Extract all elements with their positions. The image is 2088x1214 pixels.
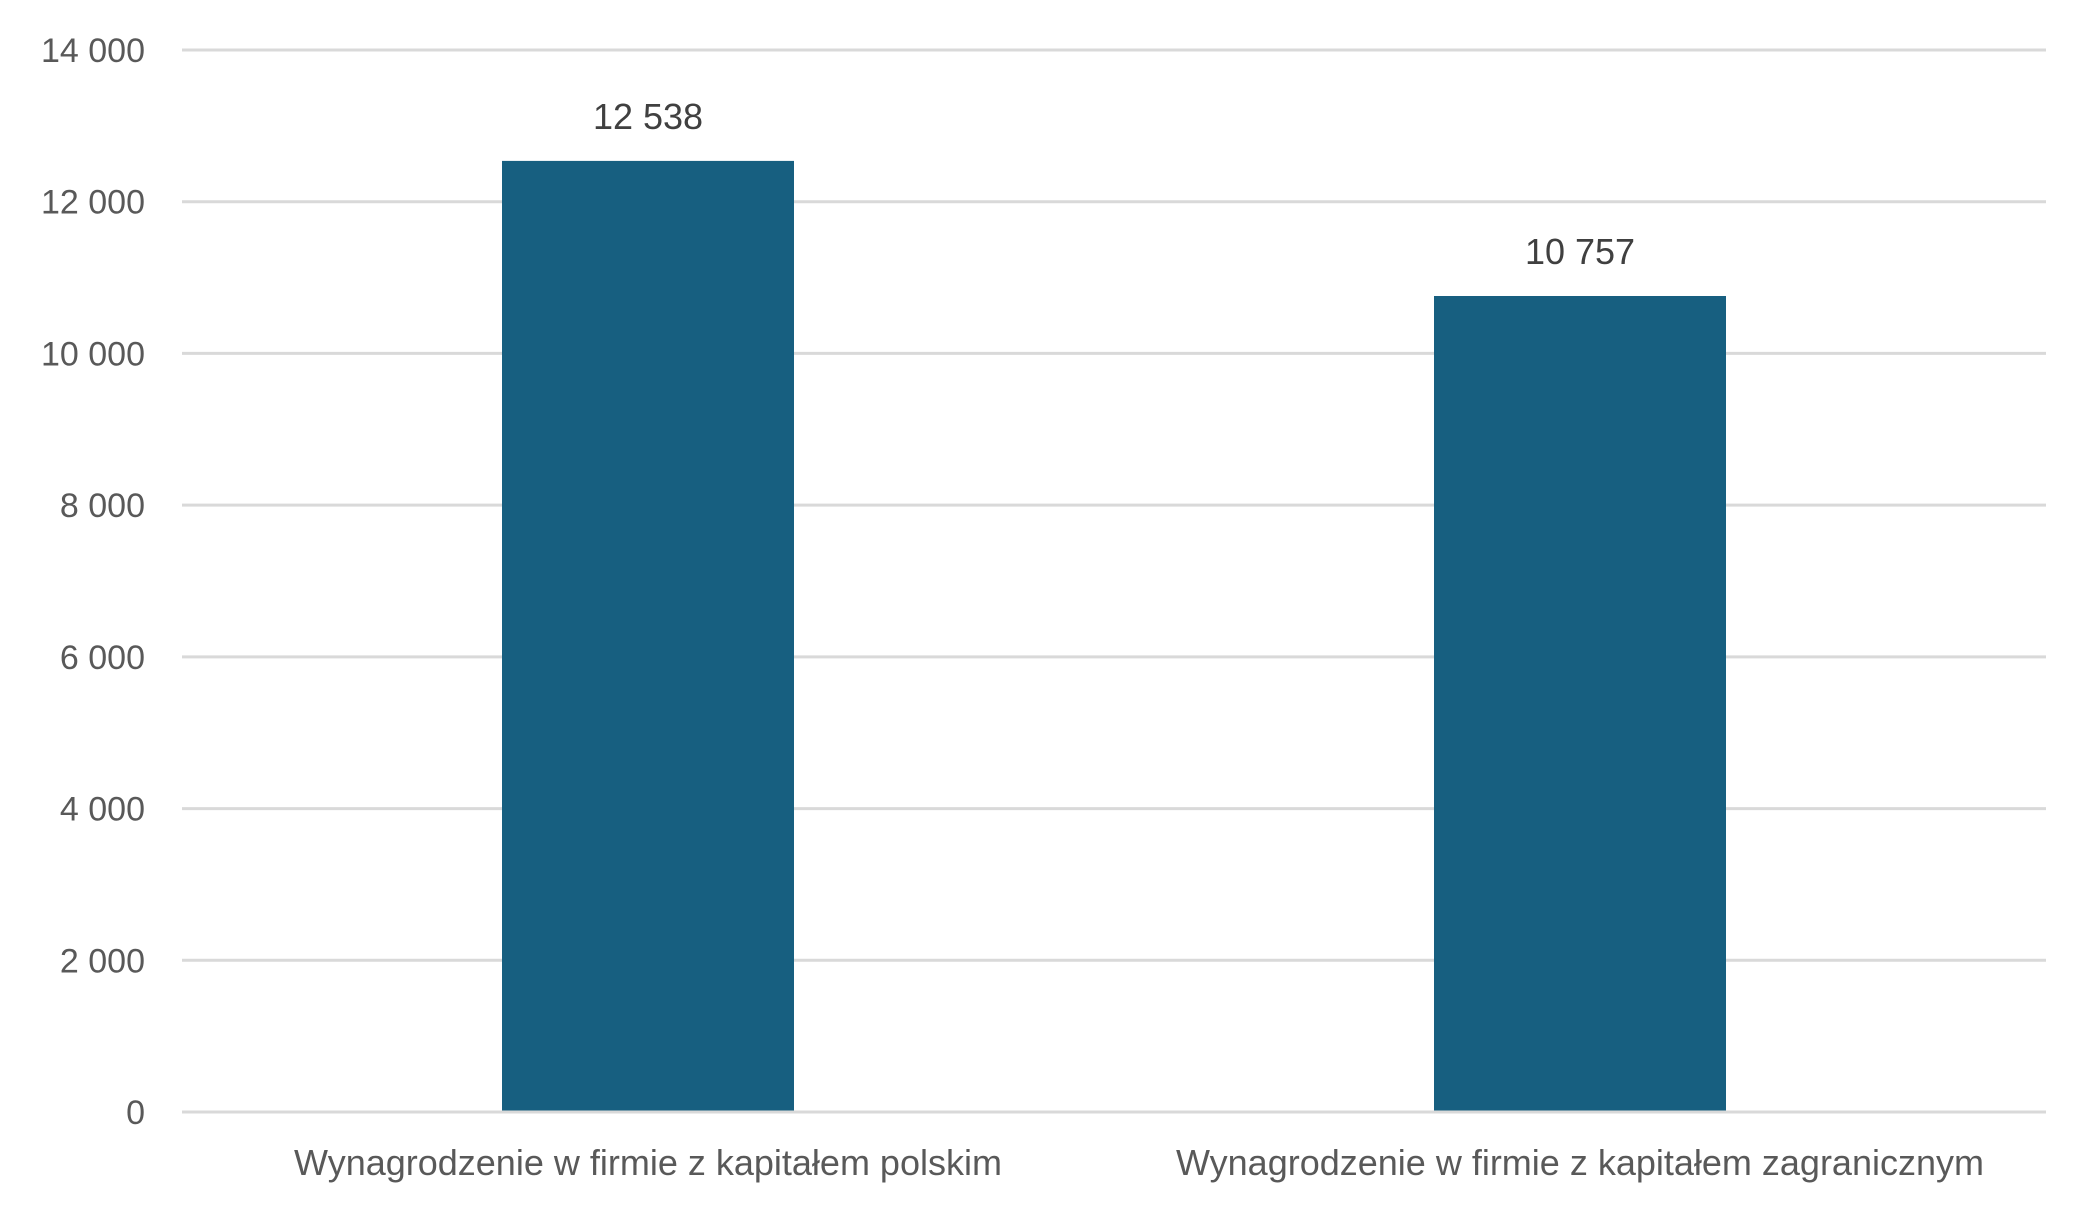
x-axis-category-labels: Wynagrodzenie w firmie z kapitałem polsk… <box>294 1142 1984 1183</box>
y-tick-label: 4 000 <box>60 791 145 829</box>
bar <box>502 160 794 1112</box>
x-category-label: Wynagrodzenie w firmie z kapitałem zagra… <box>1176 1142 1984 1183</box>
x-category-label: Wynagrodzenie w firmie z kapitałem polsk… <box>294 1142 1002 1183</box>
data-labels: 12 538 10 757 <box>593 96 1635 272</box>
y-tick-label: 0 <box>126 1094 145 1132</box>
y-tick-label: 6 000 <box>60 639 145 677</box>
y-tick-label: 8 000 <box>60 487 145 525</box>
bar <box>1434 296 1726 1112</box>
data-label: 12 538 <box>593 96 703 137</box>
y-tick-label: 10 000 <box>41 335 145 373</box>
data-label: 10 757 <box>1525 231 1635 272</box>
y-tick-label: 12 000 <box>41 184 145 222</box>
gridlines <box>182 48 2046 962</box>
y-axis-tick-labels: 0 2 000 4 000 6 000 8 000 10 000 12 000 14 000 <box>41 32 145 1132</box>
y-tick-label: 14 000 <box>41 32 145 70</box>
bars <box>502 160 1726 1112</box>
y-tick-label: 2 000 <box>60 942 145 980</box>
